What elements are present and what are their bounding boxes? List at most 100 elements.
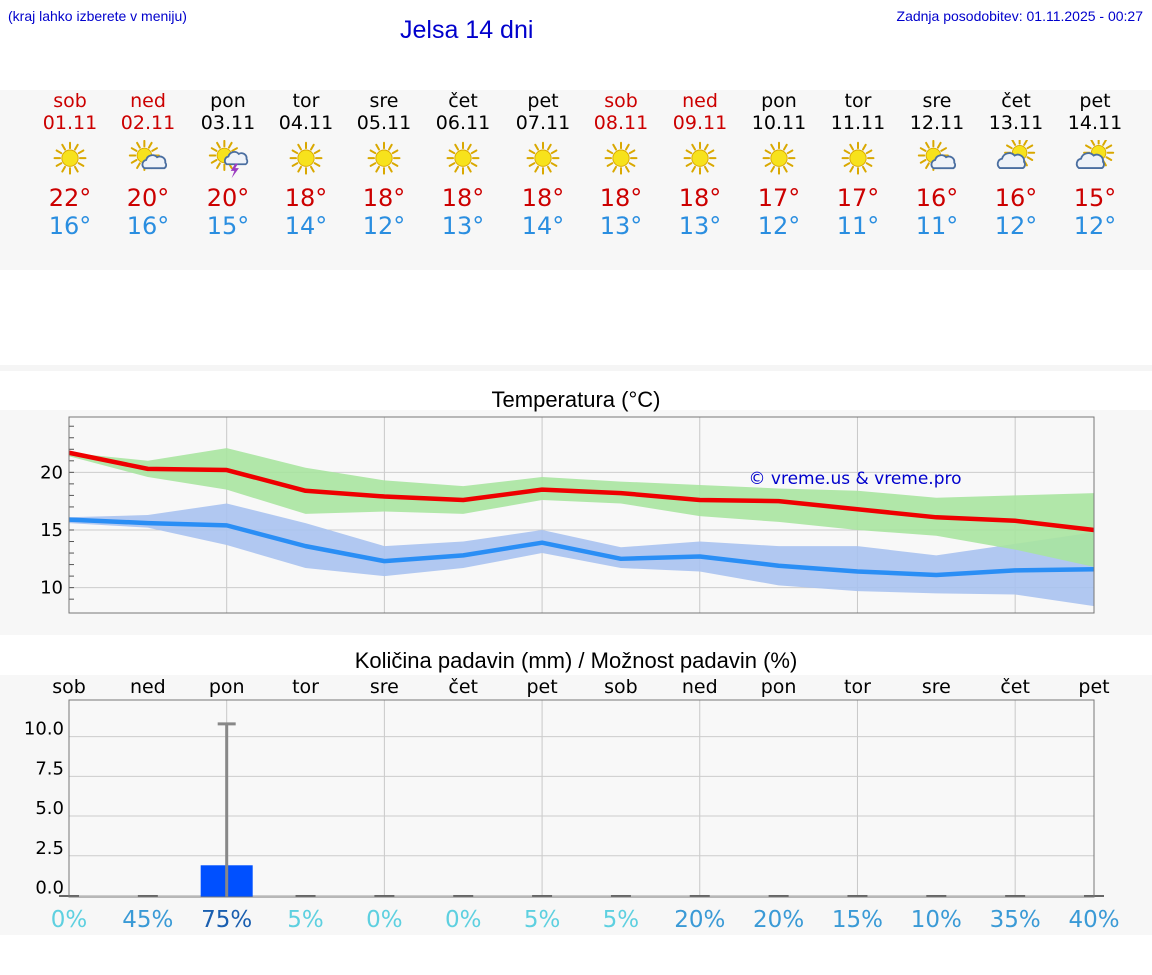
max-temperature: 18° [599,184,643,212]
sun-ray [297,143,302,151]
sun-ray [628,149,636,155]
sun-disc [61,149,79,167]
sun-ray [550,162,558,167]
cloud-sun-icon [1075,140,1115,169]
sun-disc [297,149,315,167]
sun-ray [454,143,459,151]
sun-ray [925,162,930,170]
sun-ray [210,147,218,152]
sun-ray [786,149,794,155]
sun-ray [919,147,927,152]
sun-ray [764,162,772,167]
sun-ray [313,149,321,155]
sun-ray [704,165,709,173]
sun-ray [707,149,715,155]
day-date: 02.11 [120,112,176,134]
day-date: 03.11 [200,112,256,134]
day-column: sre 05.11 18° 12° [344,90,424,240]
divider [0,365,1152,371]
sun-ray [74,165,79,173]
min-temperature: 15° [206,212,250,240]
sun-icon [683,141,717,175]
min-temperature: 12° [362,212,406,240]
sun-shape [367,141,401,175]
day-name: pon [210,90,246,112]
sun-ray [77,149,85,155]
day-name: pet [1079,90,1111,112]
sun-ray [369,149,377,155]
location-hint: (kraj lahko izberete v meniju) [8,8,187,24]
sun-ray [625,165,630,173]
sun-icon [53,141,87,175]
sun-ray [310,143,315,151]
sun-shape [683,141,717,175]
sun-ray [919,159,927,164]
day-column: tor 11.11 17° 11° [818,90,898,240]
sun-ray [606,149,614,155]
sun-ray [685,149,693,155]
day-column: ned 09.11 18° 13° [660,90,740,240]
sun-ray [1023,140,1028,146]
sun-cloud-icon [917,140,956,171]
sun-icon [762,141,796,175]
sun-ray [231,147,238,152]
sun-ray [1090,140,1096,146]
day-date: 14.11 [1067,112,1123,134]
sun-ray [843,149,851,155]
max-temperature: 17° [757,184,801,212]
sun-ray [130,147,138,152]
sun-ray [55,162,63,167]
min-temperature: 14° [521,212,565,240]
day-name: sre [369,90,399,112]
sun-ray [61,165,66,173]
sun-ray [925,141,930,149]
sun-icon [526,141,560,175]
day-column: pet 14.11 15° 12° [1055,90,1135,240]
temperature-chart-panel [0,410,1152,635]
sun-ray [291,149,299,155]
day-date: 12.11 [909,112,965,134]
day-name: sob [604,90,638,112]
sun-shape [762,141,796,175]
sun-ray [1105,144,1113,150]
sun-ray [547,143,552,151]
sun-ray [612,165,617,173]
day-column: čet 06.11 18° 13° [423,90,503,240]
cloud-outline [930,154,956,170]
sun-ray [136,162,141,170]
day-column: tor 04.11 18° 14° [266,90,346,240]
day-column: sob 01.11 22° 16° [30,90,110,240]
sun-ray [61,143,66,151]
sun-ray [865,162,873,167]
sun-ray [704,143,709,151]
day-column: sre 12.11 16° 11° [897,90,977,240]
sun-ray [550,149,558,155]
sun-disc [849,149,867,167]
sun-ray [1105,156,1113,161]
day-date: 07.11 [515,112,571,134]
sun-ray [297,165,302,173]
sun-ray [388,165,393,173]
sun-ray [1006,144,1013,150]
min-temperature: 16° [48,212,92,240]
cloud-shape [141,154,167,170]
sun-ray [764,149,772,155]
day-name: čet [1001,90,1031,112]
day-name: čet [448,90,478,112]
day-date: 11.11 [830,112,886,134]
day-date: 10.11 [751,112,807,134]
day-column: pet 07.11 18° 14° [503,90,583,240]
day-name: sre [922,90,952,112]
day-name: sob [53,90,87,112]
sun-ray [313,162,321,167]
sun-ray [862,165,867,173]
sun-ray [691,143,696,151]
cloud-shape [1075,152,1105,169]
max-temperature: 18° [441,184,485,212]
max-temperature: 18° [362,184,406,212]
sun-ray [1011,140,1017,146]
max-temperature: 18° [678,184,722,212]
sun-ray [470,149,478,155]
sun-ray [391,149,399,155]
sun-ray [534,165,539,173]
